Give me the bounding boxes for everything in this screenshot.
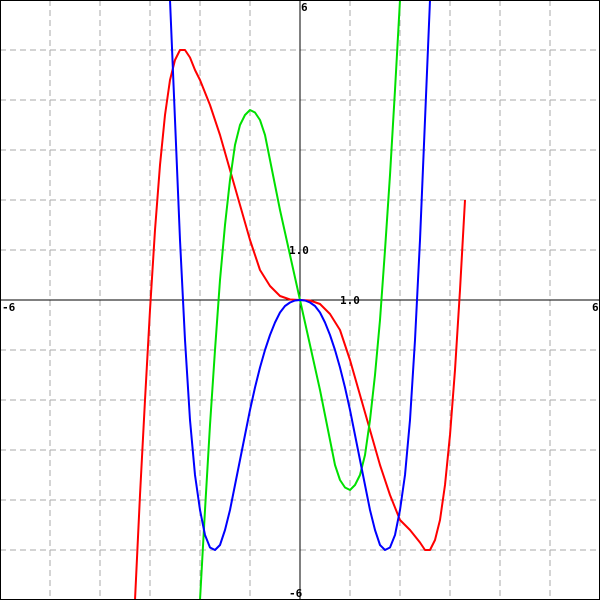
series-line-1: [134, 49, 466, 600]
y-min-label: -6: [289, 587, 303, 600]
series-layer: [134, 0, 466, 600]
x-min-label: -6: [2, 301, 16, 314]
x-max-label: 6: [592, 301, 599, 314]
x-unit-label: 1.0: [340, 294, 360, 307]
y-max-label: 6: [301, 1, 308, 14]
series-line-3: [169, 0, 431, 551]
y-unit-label: 1.0: [289, 244, 309, 257]
